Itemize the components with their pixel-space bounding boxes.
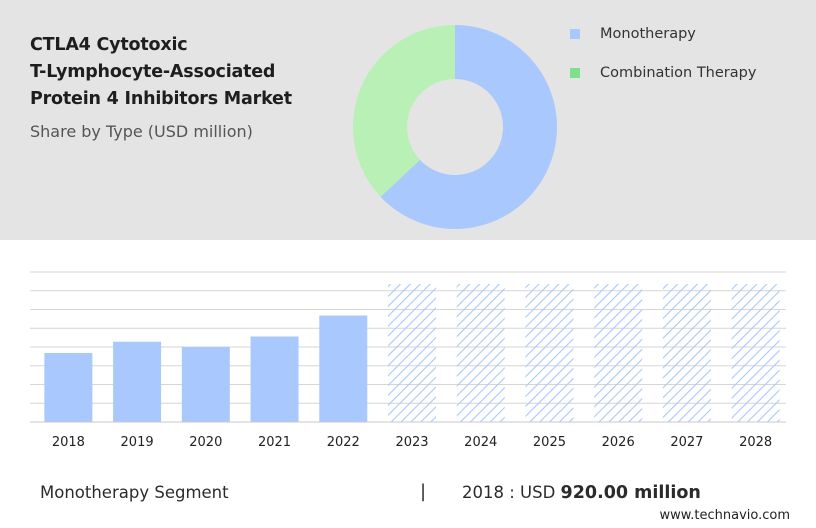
forecast-bar-2027: [662, 284, 711, 422]
title-line-3: Protein 4 Inhibitors Market: [30, 89, 292, 109]
x-tick-label-2023: 2023: [395, 435, 428, 450]
watermark: www.technavio.com: [659, 508, 790, 523]
footer-amount: 920.00 million: [560, 483, 701, 503]
footer-segment: Monotherapy Segment: [40, 483, 229, 502]
x-tick-label-2028: 2028: [739, 435, 772, 450]
legend-item-monotherapy: Monotherapy: [570, 24, 756, 44]
forecast-bar-2025: [525, 284, 574, 422]
forecast-bar-2028: [731, 284, 780, 422]
title-line-1: CTLA4 Cytotoxic: [30, 35, 188, 55]
x-tick-label-2020: 2020: [189, 435, 222, 450]
chart-subtitle: Share by Type (USD million): [30, 122, 253, 141]
legend-label-combination-therapy: Combination Therapy: [600, 65, 757, 81]
forecast-bar-2024: [456, 284, 505, 422]
bar-2018: [44, 353, 93, 422]
legend-swatch-combination-therapy: [570, 68, 580, 78]
forecast-bar-2023: [388, 284, 436, 422]
bar-2021: [250, 336, 299, 422]
chart-title: CTLA4 Cytotoxic T-Lymphocyte-Associated …: [30, 32, 330, 113]
x-tick-label-2025: 2025: [533, 435, 566, 450]
title-line-2: T-Lymphocyte-Associated: [30, 62, 276, 82]
legend-swatch-monotherapy: [570, 29, 580, 39]
x-tick-label-2021: 2021: [258, 435, 291, 450]
donut-chart: [352, 25, 557, 230]
bar-chart: 2018 2019 2020 2021 2022 2023 2024 2025 2026 2027…: [30, 271, 786, 450]
x-tick-label-2024: 2024: [464, 435, 497, 450]
bar-2019: [113, 341, 162, 422]
forecast-bar-2026: [594, 284, 643, 422]
footer-value: 2018 : USD 920.00 million: [462, 483, 701, 503]
legend: Monotherapy Combination Therapy: [570, 24, 756, 102]
bar-2020: [181, 347, 230, 422]
x-tick-label-2026: 2026: [602, 435, 635, 450]
footer-separator: |: [420, 481, 427, 502]
donut-slice-combination-therapy: [352, 25, 455, 197]
x-tick-label-2022: 2022: [327, 435, 360, 450]
bar-2022: [319, 315, 368, 422]
x-tick-label-2018: 2018: [52, 435, 85, 450]
legend-item-combination-therapy: Combination Therapy: [570, 63, 756, 83]
legend-label-monotherapy: Monotherapy: [600, 26, 696, 42]
footer-year-label: 2018 : USD: [462, 483, 556, 502]
x-tick-label-2027: 2027: [670, 435, 703, 450]
donut-slice-monotherapy: [380, 25, 557, 230]
x-tick-label-2019: 2019: [121, 435, 154, 450]
